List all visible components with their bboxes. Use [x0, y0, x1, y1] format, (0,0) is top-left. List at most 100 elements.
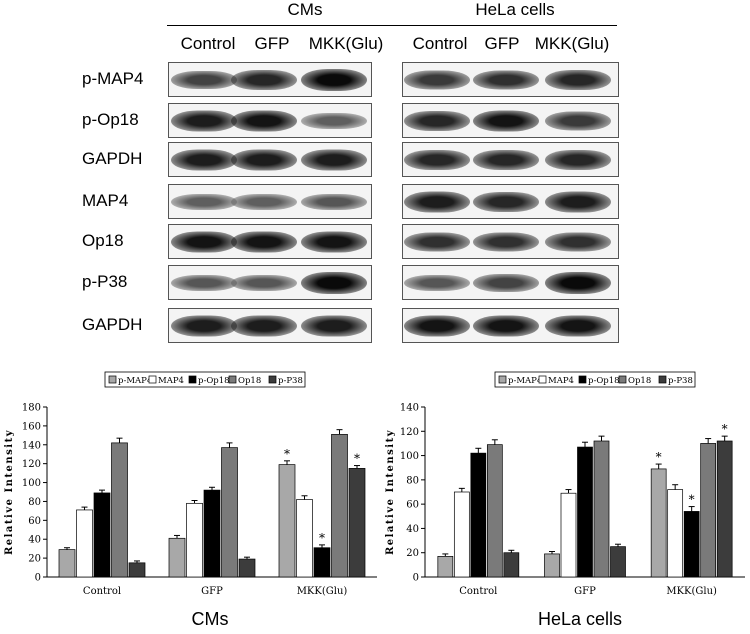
blot-band [473, 110, 539, 131]
y-tick-label: 100 [400, 451, 419, 462]
blot-band [171, 274, 237, 291]
blot-band [171, 110, 237, 131]
bar [331, 434, 348, 578]
bar [203, 489, 221, 578]
blot-band [473, 232, 539, 251]
legend-swatch [108, 375, 117, 384]
bar [453, 491, 470, 578]
bar [716, 440, 733, 578]
legend-label: p-P38 [668, 376, 693, 386]
blot-band [404, 149, 470, 170]
blot-band [171, 315, 237, 336]
blot-band [473, 273, 539, 292]
legend-label: MAP4 [548, 376, 574, 386]
blot-band [301, 112, 367, 129]
y-tick-label: 120 [22, 459, 41, 470]
blot-band [404, 191, 470, 212]
bar [610, 546, 626, 578]
bar [577, 446, 593, 578]
bar-chart-hela: p-MAP4 MAP4 p-Op18 Op18 p-P38 0 20 40 60 80 100 120… [385, 371, 745, 597]
significance-star: * [284, 447, 290, 461]
x-tick-label: Control [83, 586, 121, 597]
blot-band [301, 68, 367, 91]
bar [111, 442, 128, 578]
blot-band [301, 231, 367, 252]
blot-row-label: p-Op18 [82, 110, 139, 129]
significance-star: * [319, 531, 325, 545]
bar [93, 492, 111, 578]
blot-band [301, 149, 367, 170]
bar [503, 552, 520, 578]
bar [437, 556, 454, 578]
blot-strip [402, 142, 619, 177]
blot-strip [402, 308, 619, 343]
blot-band [171, 231, 237, 252]
x-tick-label: MKK(Glu) [666, 586, 717, 597]
blot-band [301, 193, 367, 210]
blot-band [404, 70, 470, 89]
col-label-cms-gfp: GFP [254, 34, 290, 53]
y-tick-label: 20 [406, 548, 419, 559]
legend-swatch [148, 375, 157, 384]
legend-label: MAP4 [158, 376, 184, 386]
blot-strip [168, 142, 372, 177]
blot-band [545, 69, 611, 90]
blot-band [545, 232, 611, 251]
legend-swatch [188, 375, 197, 384]
y-tick-label: 0 [413, 573, 419, 584]
bar [348, 468, 366, 578]
y-tick-label: 0 [35, 573, 41, 584]
blot-strip [402, 62, 619, 97]
blot-band [404, 110, 470, 131]
bar-chart-cms: p-MAP4 MAP4 p-Op18 Op18 p-P38 0 20 40 60 80 100 120… [4, 371, 377, 597]
blot-strip [168, 62, 372, 97]
legend-swatch [498, 375, 507, 384]
bar [560, 492, 577, 578]
significance-star: * [656, 450, 662, 464]
bar [278, 464, 296, 578]
y-tick-label: 140 [22, 440, 41, 451]
blot-band [301, 271, 367, 294]
legend-label: p-Op18 [588, 376, 620, 386]
blot-band [404, 315, 470, 336]
col-label-hela-mkk: MKK(Glu) [534, 34, 610, 53]
legend-swatch [538, 375, 547, 384]
blot-strip [168, 224, 372, 259]
bar [650, 468, 667, 578]
significance-star: * [722, 422, 728, 436]
blot-strip [402, 184, 619, 219]
bar [667, 489, 684, 578]
x-tick-label: Control [459, 586, 497, 597]
blot-band [545, 315, 611, 336]
blot-band [545, 271, 611, 294]
y-tick-label: 20 [28, 554, 41, 565]
y-tick-label: 140 [400, 403, 419, 414]
chart-bottom-label-cms: CMs [191, 609, 229, 629]
blot-band [545, 191, 611, 212]
blot-band [231, 193, 297, 210]
legend-swatch [228, 375, 237, 384]
bar [593, 440, 610, 578]
blot-strip [168, 184, 372, 219]
blot-band [171, 149, 237, 170]
bar [168, 537, 186, 578]
blot-band [404, 232, 470, 251]
legend-label: p-MAP4 [118, 376, 152, 386]
y-tick-label: 80 [28, 497, 41, 508]
blot-band [171, 193, 237, 210]
bar [186, 502, 203, 578]
y-tick-label: 100 [22, 478, 41, 489]
blot-band [473, 70, 539, 89]
legend-swatch [268, 375, 277, 384]
blot-band [473, 191, 539, 212]
y-axis-label: Relative Intensity [385, 429, 396, 555]
col-label-hela-gfp: GFP [484, 34, 520, 53]
blot-row-label: GAPDH [82, 315, 143, 334]
group-title-cms: CMs [287, 0, 323, 19]
group-underline-hela [402, 25, 617, 26]
blot-band [231, 231, 297, 252]
y-tick-label: 160 [22, 421, 41, 432]
col-label-cms-control: Control [180, 34, 236, 53]
significance-star: * [689, 493, 695, 507]
